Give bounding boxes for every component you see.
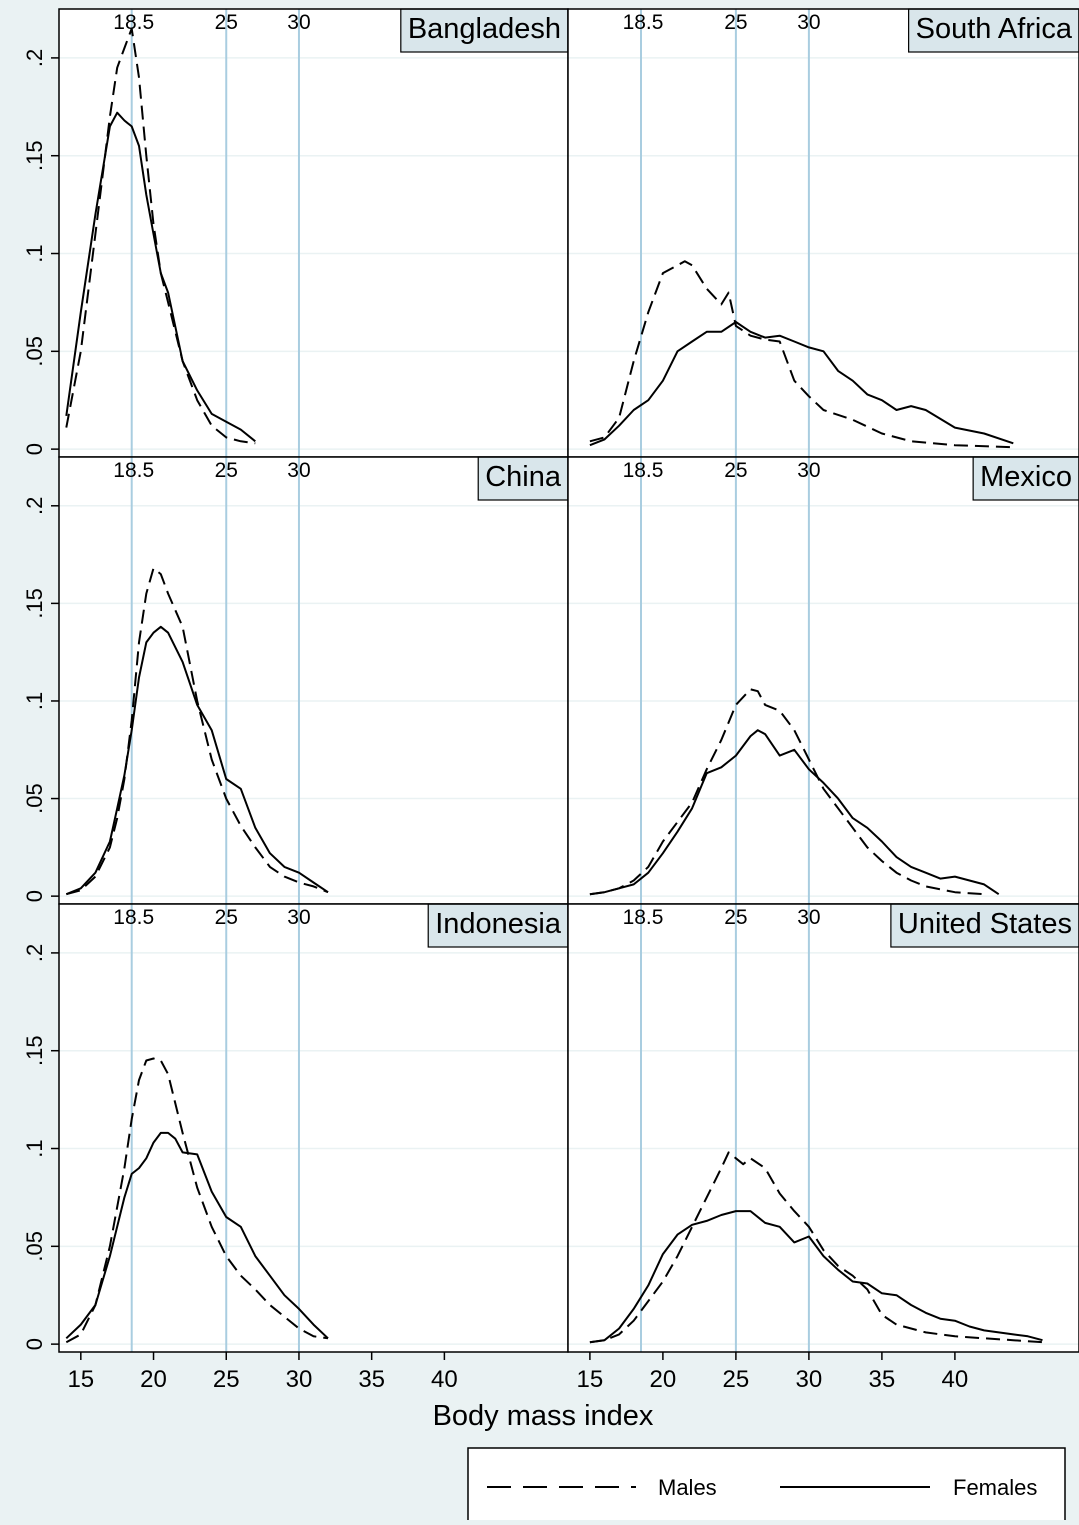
y-tick-label: 0 xyxy=(22,1338,47,1350)
y-tick-label: .1 xyxy=(22,692,47,710)
x-tick-label: 30 xyxy=(796,1366,823,1393)
x-tick-label: 15 xyxy=(67,1366,94,1393)
panel-background xyxy=(568,9,1079,457)
reference-line-label: 25 xyxy=(724,11,747,34)
y-tick-label: .15 xyxy=(22,140,47,171)
legend: Males Females xyxy=(467,1447,1066,1525)
y-tick-label: .05 xyxy=(22,336,47,367)
series-line-females xyxy=(589,1210,1043,1344)
x-tick-label: 30 xyxy=(286,1366,313,1393)
panel-mexico: 18.5 25 30 Mexico xyxy=(567,456,1079,905)
x-tick-label: 20 xyxy=(650,1366,677,1393)
x-tick-label: 25 xyxy=(213,1366,240,1393)
panel-title: Bangladesh xyxy=(408,13,561,45)
panel-title: China xyxy=(485,461,562,493)
panel-indonesia: 18.5 25 30 Indonesia xyxy=(58,903,569,1353)
panel-background xyxy=(568,457,1079,904)
reference-line-label: 25 xyxy=(215,11,238,34)
reference-line-label: 30 xyxy=(287,906,310,929)
panel-united-states: 18.5 25 30 United States xyxy=(567,903,1079,1353)
y-tick-label: .05 xyxy=(22,1231,47,1262)
panel-title-box xyxy=(908,8,1079,53)
x-axis-label: Body mass index xyxy=(433,1400,654,1432)
x-tick-label: 15 xyxy=(577,1366,604,1393)
panel-title-box xyxy=(427,903,569,948)
y-tick-label: .2 xyxy=(22,944,47,962)
series-line-males xyxy=(589,1151,1043,1344)
panel-south-africa: 18.5 25 30 South Africa xyxy=(567,8,1079,458)
reference-line-label: 30 xyxy=(797,906,820,929)
reference-line-label: 18.5 xyxy=(113,906,154,929)
reference-line-label: 25 xyxy=(215,459,238,482)
y-tick-label: .05 xyxy=(22,783,47,814)
reference-line-label: 30 xyxy=(287,459,310,482)
panel-background xyxy=(59,9,568,457)
reference-line-label: 25 xyxy=(724,906,747,929)
y-tick-label: .1 xyxy=(22,244,47,262)
series-line-males xyxy=(589,688,985,896)
x-tick-label: 25 xyxy=(723,1366,750,1393)
y-tick-label: 0 xyxy=(22,443,47,455)
legend-males-label: Males xyxy=(658,1475,717,1500)
panel-title: Indonesia xyxy=(435,908,562,940)
panel-title-box xyxy=(972,456,1079,501)
panel-title: South Africa xyxy=(916,13,1073,45)
series-line-females xyxy=(65,111,256,443)
panel-title-box xyxy=(890,903,1079,948)
x-tick-label: 35 xyxy=(869,1366,896,1393)
panel-background xyxy=(59,457,568,904)
reference-line-label: 30 xyxy=(287,11,310,34)
panel-title: Mexico xyxy=(980,461,1072,493)
series-line-females xyxy=(65,1131,329,1340)
panel-china: 18.5 25 30 China xyxy=(58,456,569,905)
y-tick-label: .2 xyxy=(22,497,47,515)
reference-line-label: 25 xyxy=(215,906,238,929)
y-tick-label: .15 xyxy=(22,588,47,619)
y-tick-label: .15 xyxy=(22,1035,47,1066)
series-line-males xyxy=(66,567,329,896)
x-tick-label: 40 xyxy=(942,1366,969,1393)
panel-background xyxy=(59,904,568,1352)
reference-line-label: 30 xyxy=(797,11,820,34)
reference-line-label: 25 xyxy=(724,459,747,482)
panel-border xyxy=(567,903,1079,1353)
x-tick-label: 40 xyxy=(431,1366,458,1393)
reference-line-label: 30 xyxy=(797,459,820,482)
series-line-females xyxy=(589,321,1014,447)
y-tick-label: .2 xyxy=(22,49,47,67)
panel-title: United States xyxy=(898,908,1072,940)
x-tick-label: 20 xyxy=(140,1366,167,1393)
reference-line-label: 18.5 xyxy=(113,11,154,34)
series-line-males xyxy=(589,260,1014,449)
y-tick-label: .1 xyxy=(22,1139,47,1157)
panel-bangladesh: 18.5 25 30 Bangladesh xyxy=(58,8,569,458)
legend-females-label: Females xyxy=(953,1475,1037,1500)
series-line-males xyxy=(65,1057,329,1344)
reference-line-label: 18.5 xyxy=(623,11,664,34)
y-tick-label: 0 xyxy=(22,890,47,902)
reference-line-label: 18.5 xyxy=(623,459,664,482)
reference-line-label: 18.5 xyxy=(113,459,154,482)
series-line-females xyxy=(65,625,329,896)
x-tick-label: 35 xyxy=(358,1366,385,1393)
reference-line-label: 18.5 xyxy=(623,906,664,929)
series-line-females xyxy=(589,729,1000,896)
panel-background xyxy=(568,904,1079,1352)
